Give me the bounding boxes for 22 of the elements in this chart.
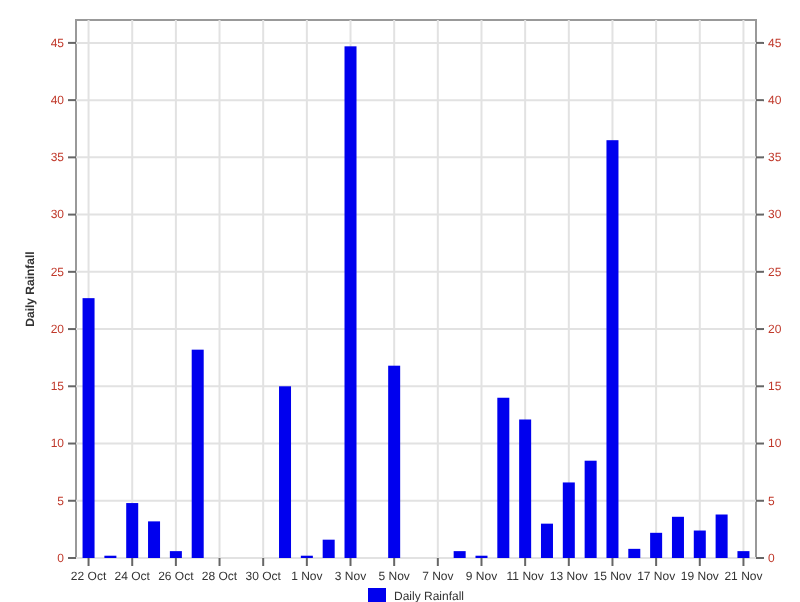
bar xyxy=(540,523,553,558)
bar xyxy=(497,397,510,558)
bar xyxy=(169,551,182,558)
bar xyxy=(279,386,292,558)
bar xyxy=(693,530,706,558)
bar xyxy=(650,532,663,558)
bar xyxy=(148,521,161,558)
bar xyxy=(191,349,204,558)
bar xyxy=(388,365,401,558)
bar xyxy=(584,460,597,558)
bar xyxy=(671,516,684,558)
bar xyxy=(715,514,728,558)
bar xyxy=(519,419,532,558)
bar xyxy=(126,503,139,558)
bar xyxy=(562,482,575,558)
bar xyxy=(628,548,641,558)
bar xyxy=(344,46,357,558)
bar xyxy=(453,551,466,558)
bar xyxy=(737,551,750,558)
bar xyxy=(82,298,95,558)
bar xyxy=(606,140,619,558)
bar xyxy=(322,539,335,558)
